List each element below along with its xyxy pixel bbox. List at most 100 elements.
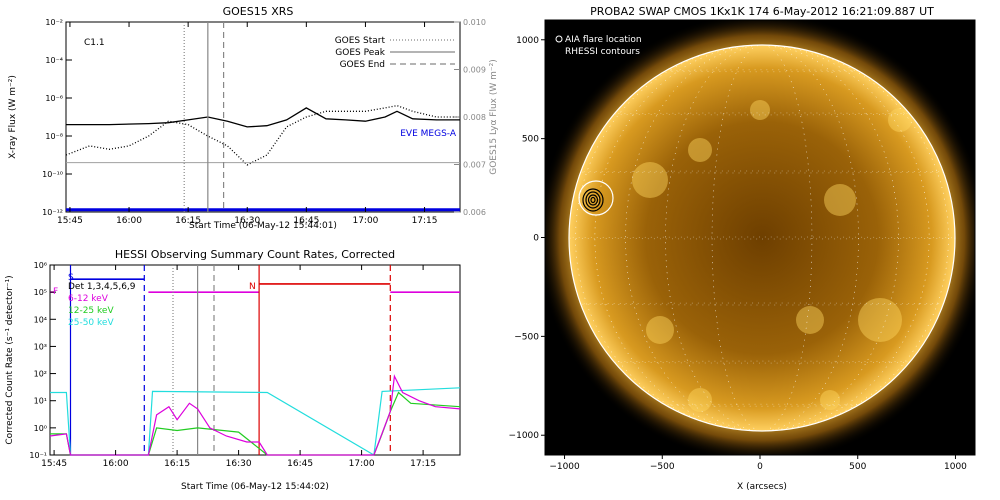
goes-panel: GOES15 XRS 15:45 16:00 16:15 16:30 16:45 17:0… — [8, 5, 499, 231]
hessi-flag-n: N — [249, 282, 256, 292]
goes-axes: 15:45 16:00 16:15 16:30 16:45 17:00 17:15 10⁻¹²… — [42, 18, 486, 226]
hessi-panel: HESSI Observing Summary Count Rates, Cor… — [5, 248, 461, 492]
sun-grid-lon-8 — [625, 44, 899, 432]
rhessi-contour-4 — [590, 196, 596, 204]
sun-legend-rhessi-marker — [555, 47, 563, 55]
hessi-data-layer — [49, 265, 461, 456]
hessi-ytick-label-1: 10⁰ — [34, 424, 47, 433]
sun-grid-lon-10 — [575, 44, 949, 432]
aia-flare-location-marker — [578, 180, 614, 216]
hessi-legend-12-25: 12-25 keV — [68, 306, 114, 316]
sun-bright-region-4 — [796, 306, 824, 334]
hessi-flag-f: F — [53, 287, 58, 297]
sun-ytick-label-3: −500 — [514, 332, 539, 342]
sun-legend-rhessi-label: RHESSI contours — [565, 47, 640, 57]
sun-disk — [569, 45, 955, 431]
hessi-ytick-label-0: 10⁻¹ — [29, 451, 47, 460]
goes-ytick-label-1: 10⁻¹⁰ — [42, 170, 63, 179]
goes-eve-label: EVE MEGS-A — [400, 129, 457, 139]
hessi-legend-25-50: 25-50 keV — [68, 318, 114, 328]
goes-y2tick-label-2: 0.008 — [463, 113, 486, 122]
hessi-legend-det: Det 1,3,4,5,6,9 — [68, 282, 136, 292]
sun-bright-region-5 — [646, 316, 674, 344]
sun-ytick-label-0: 1000 — [516, 36, 539, 46]
hessi-title: HESSI Observing Summary Count Rates, Cor… — [115, 248, 395, 261]
hessi-legend-6-12: 6-12 keV — [68, 294, 109, 304]
sun-grid-lon-6 — [711, 44, 813, 432]
goes-x-axis-label: Start Time (06-May-12 15:44:01) — [189, 221, 337, 231]
hessi-ytick-label-7: 10⁶ — [34, 261, 47, 270]
hessi-x-axis-label: Start Time (06-May-12 15:44:02) — [181, 482, 329, 492]
goes-series-1 — [65, 104, 460, 166]
sun-bright-region-6 — [888, 108, 912, 132]
goes-ytick-label-5: 10⁻² — [45, 18, 63, 27]
sun-xtick-label-3: 500 — [849, 462, 866, 472]
goes-plot-frame — [65, 21, 461, 213]
hessi-ytick-label-2: 10¹ — [34, 397, 47, 406]
goes-xtick-label-1: 16:00 — [116, 216, 142, 226]
hessi-xtick-label-4: 16:45 — [287, 459, 313, 469]
hessi-series-25-50kev — [50, 387, 461, 456]
goes-data-layer — [65, 22, 460, 212]
goes-legend-end-label: GOES End — [340, 60, 385, 70]
hessi-ytick-label-4: 10³ — [34, 342, 47, 351]
goes-legend: GOES Start GOES Peak GOES End — [335, 36, 455, 70]
goes-series-0 — [66, 107, 460, 128]
hessi-axes: 15:45 16:00 16:15 16:30 16:45 17:00 17:15 10⁻¹ 1… — [29, 261, 436, 469]
goes-xtick-label-5: 17:00 — [352, 216, 378, 226]
sun-limb-circle — [568, 44, 956, 432]
goes-xtick-label-2: 16:15 — [175, 216, 201, 226]
hessi-plot-frame — [49, 264, 461, 456]
sun-bright-region-7 — [750, 100, 770, 120]
hessi-xtick-label-6: 17:15 — [410, 459, 436, 469]
hessi-xtick-label-1: 16:00 — [103, 459, 129, 469]
goes-xtick-label-3: 16:30 — [234, 216, 260, 226]
rhessi-contour-2 — [585, 191, 601, 209]
goes-legend-start-label: GOES Start — [335, 36, 386, 46]
sun-grid-lon-7 — [665, 44, 859, 432]
sun-bright-region-9 — [688, 388, 712, 412]
hessi-ytick-label-5: 10⁴ — [34, 315, 47, 324]
rhessi-contour-1 — [582, 188, 604, 212]
sun-ytick-label-1: 500 — [522, 135, 539, 145]
goes-y-axis-label: X-ray Flux (W m⁻²) — [8, 75, 18, 159]
hessi-xtick-label-2: 16:15 — [164, 459, 190, 469]
sun-image: AIA flare location RHESSI contours — [545, 20, 975, 455]
goes-xtick-label-0: 15:45 — [57, 216, 83, 226]
sun-x-axis-label: X (arcsecs) — [737, 482, 787, 492]
hessi-xtick-label-0: 15:45 — [41, 459, 67, 469]
sun-bright-region-2 — [824, 184, 856, 216]
sun-xtick-label-0: −1000 — [549, 462, 580, 472]
sun-bright-region-0 — [632, 162, 668, 198]
goes-ytick-label-0: 10⁻¹² — [42, 208, 63, 217]
goes-xtick-label-6: 17:15 — [412, 216, 438, 226]
goes-y2tick-label-4: 0.010 — [463, 18, 486, 27]
sun-legend-aia-marker — [555, 35, 563, 43]
goes-y2tick-label-1: 0.007 — [463, 161, 486, 170]
rhessi-contour-3 — [587, 194, 599, 206]
goes-y2tick-label-0: 0.006 — [463, 208, 486, 217]
sun-axes: −1000 −500 0 500 1000 1000 500 0 −500 −1000 — [509, 36, 968, 472]
sun-legend-aia-label: AIA flare location — [565, 35, 642, 45]
hessi-series-12-25kev — [50, 391, 461, 456]
hessi-xtick-label-5: 17:00 — [349, 459, 375, 469]
hessi-xtick-label-3: 16:30 — [226, 459, 252, 469]
sun-ytick-label-2: 0 — [533, 234, 539, 244]
sun-xtick-label-4: 1000 — [944, 462, 967, 472]
sun-bright-region-3 — [858, 298, 902, 342]
goes-xtick-label-4: 16:45 — [293, 216, 319, 226]
sun-bright-region-1 — [688, 138, 712, 162]
goes-title: GOES15 XRS — [223, 5, 294, 18]
rhessi-contours — [582, 188, 604, 212]
sun-xtick-label-2: 0 — [757, 462, 763, 472]
goes-ytick-label-3: 10⁻⁶ — [45, 94, 63, 103]
sun-xtick-label-1: −500 — [650, 462, 675, 472]
hessi-ytick-label-3: 10² — [34, 370, 47, 379]
goes-y2tick-label-3: 0.009 — [463, 66, 486, 75]
sun-ytick-label-4: −1000 — [509, 431, 540, 441]
hessi-series-6-12kev — [49, 374, 461, 456]
goes-legend-peak-label: GOES Peak — [335, 48, 385, 58]
goes-ytick-label-4: 10⁻⁴ — [45, 56, 63, 65]
hessi-ytick-label-6: 10⁵ — [34, 288, 47, 297]
hessi-flag-s: S — [68, 273, 74, 283]
